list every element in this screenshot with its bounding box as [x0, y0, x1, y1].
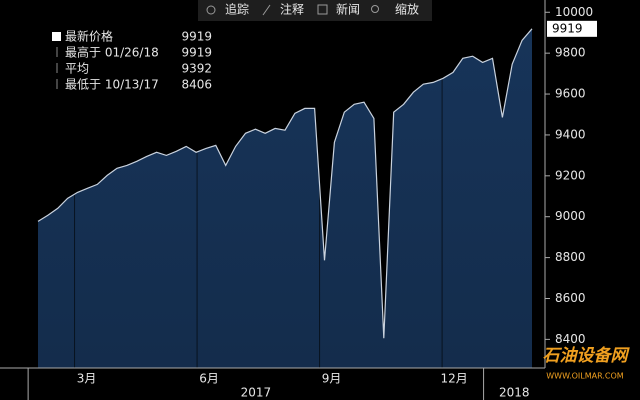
toolbar-button: 追踪: [225, 2, 249, 17]
toolbar-icons: [206, 4, 379, 16]
y-tick-label: 9800: [555, 46, 586, 60]
legend-label: 最新价格: [65, 29, 113, 44]
x-tick-label: 12月: [440, 372, 467, 386]
x-tick-label: 3月: [77, 372, 97, 386]
toolbar-button: 新闻: [336, 2, 360, 17]
last-value: 9919: [552, 21, 583, 35]
toolbar: [198, 0, 432, 21]
y-tick-label: 9000: [555, 209, 586, 223]
last-value-badge: [547, 20, 597, 37]
toolbar-labels: 追踪 注释 新闻 缩放: [225, 2, 419, 17]
toolbar-button: 缩放: [395, 2, 419, 17]
legend-value: 9392: [181, 62, 212, 76]
note-icon: [262, 4, 271, 16]
legend-label: 平均: [65, 62, 89, 76]
legend: 最新价格 9919 最高于 01/26/18 9919 平均 9392 最低于 10/13/…: [56, 29, 212, 92]
y-tick-label: 9600: [555, 87, 586, 101]
watermark: 石油设备网: [543, 346, 631, 366]
line: [37, 28, 533, 339]
legend-value: 9919: [181, 30, 212, 44]
x-tick-label: 9月: [322, 372, 342, 386]
y-tick-label: 9200: [555, 168, 586, 182]
y-tick-label: 8600: [555, 291, 586, 305]
news-icon: [317, 4, 328, 15]
legend-swatch: [52, 32, 61, 41]
legend-label: 最低于 10/13/17: [65, 78, 159, 92]
legend-value: 9919: [181, 46, 212, 60]
watermark-url: WWW.OILMAR.COM: [546, 372, 624, 381]
zoom-icon: [371, 5, 379, 13]
y-tick-label: 8800: [555, 250, 586, 264]
legend-label: 最高于 01/26/18: [65, 45, 159, 60]
year-label: 2018: [499, 386, 530, 400]
y-tick-label: 9400: [555, 127, 586, 141]
y-tick-label: 8400: [555, 332, 586, 346]
track-icon: [206, 5, 216, 15]
y-tick-label: 10000: [555, 5, 593, 19]
toolbar-button: 注释: [280, 2, 304, 17]
year-label: 2017: [241, 386, 272, 400]
legend-box: [40, 25, 216, 99]
x-tick-label: 6月: [199, 372, 219, 386]
legend-value: 8406: [181, 78, 212, 92]
area: [38, 28, 532, 369]
